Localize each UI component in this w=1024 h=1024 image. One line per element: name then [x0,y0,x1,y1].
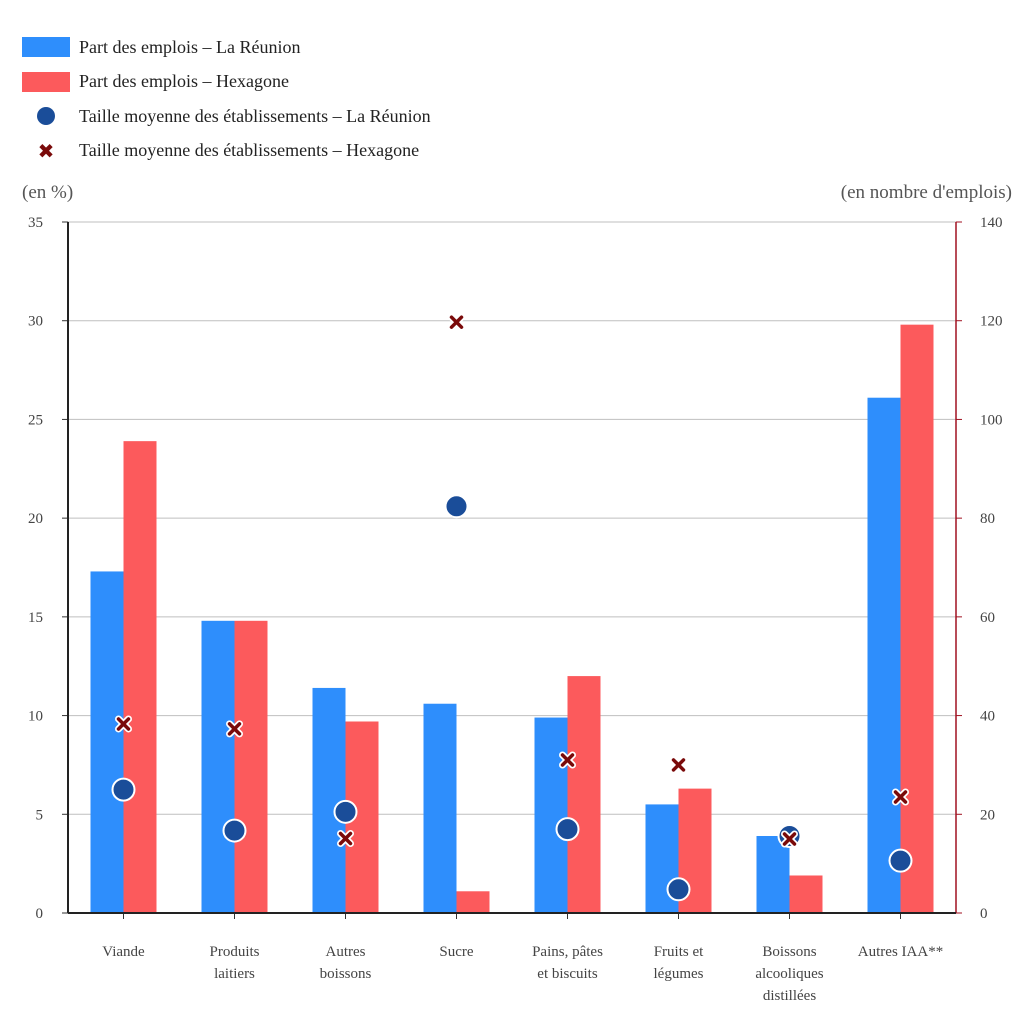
legend-label-bar-reunion: Part des emplois – La Réunion [79,36,301,57]
bar-hexagone [900,324,934,914]
y2-tick-label: 140 [980,215,1003,231]
marker-dot-reunion [888,848,913,873]
y2-axis-title: (en nombre d'emplois) [841,182,1012,203]
legend-label-bar-hexagone: Part des emplois – Hexagone [79,71,289,92]
legend-item-dot-reunion: Taille moyenne des établissements – La R… [22,99,431,134]
y2-tick-label: 60 [980,610,995,626]
marker-cross-hexagone [115,715,132,733]
bar-reunion [201,620,235,913]
marker-dot-reunion [333,799,358,824]
x-tick-label: Pains, pâtes et biscuits [532,944,603,982]
bar-reunion [423,703,457,913]
marker-dot-reunion [222,818,247,843]
bar-reunion [534,717,568,913]
marker-dot-reunion [666,877,691,902]
bar-reunion [90,571,124,913]
markers [111,313,913,902]
marker-cross-hexagone [781,830,798,848]
cross-stroke [338,831,353,846]
x-tick-label-line: alcooliques [755,966,823,982]
y-tick-label: 30 [28,314,43,330]
cross-stroke [449,315,464,329]
cross-stroke [116,717,131,731]
x-tick-label: Autres boissons [320,944,372,982]
marker-cross-hexagone [892,788,909,806]
x-tick-label-line: légumes [654,966,704,982]
bar-hexagone [456,891,490,913]
x-tick-label-line: distillées [763,988,816,1004]
cross-stroke [671,758,686,772]
y2-tick-label: 100 [980,412,1003,428]
y-tick-label: 10 [28,709,43,725]
x-tick-label-line: et biscuits [537,966,598,982]
legend-item-bar-hexagone: Part des emplois – Hexagone [22,65,431,100]
marker-dot-reunion [555,817,580,842]
x-tick-label-line: boissons [320,966,372,982]
marker-cross-hexagone [226,720,243,738]
bars [90,324,934,914]
bar-hexagone [123,441,157,913]
bar-hexagone [789,875,823,913]
marker-dot-reunion [111,777,136,802]
legend-swatch-bar-hexagone [22,71,70,92]
x-tick-label: Viande [102,944,145,960]
marker-cross-hexagone [337,829,354,847]
y-tick-label: 0 [36,906,44,922]
legend-label-cross-hexagone: Taille moyenne des établissements – Hexa… [79,140,420,161]
bar-hexagone [234,620,268,913]
cross-stroke [893,790,908,804]
y2-tick-label: 20 [980,807,995,823]
marker-cross-hexagone [559,751,576,769]
cross-marker-icon: ✖ [37,138,55,163]
legend-swatch-bar-reunion [22,37,70,58]
legend-swatch-dot-reunion [22,106,70,126]
x-tick-label-line: Viande [102,944,145,960]
y-axis-title: (en %) [22,182,73,203]
x-tick-label-line: Sucre [439,944,473,960]
y-tick-label: 20 [28,511,43,527]
legend-item-bar-reunion: Part des emplois – La Réunion [22,30,431,65]
y-tick-label: 25 [28,412,43,428]
x-tick-label-line: Boissons [762,944,816,960]
x-tick-label-line: Pains, pâtes [532,944,603,960]
legend-item-cross-hexagone: ✖ Taille moyenne des établissements – He… [22,134,431,169]
bar-hexagone [567,676,601,913]
tick-labels: 0 5 10 15 20 25 30 35 0 20 40 60 80 100 120 140 Viande Pr… [28,215,1003,1004]
bar-reunion [867,397,901,913]
axes [62,221,962,919]
x-tick-label: Sucre [439,944,473,960]
bar-reunion [756,836,790,913]
grid-lines [68,221,956,815]
y2-tick-label: 80 [980,511,995,527]
x-tick-label-line: Fruits et [654,944,704,960]
x-tick-label-line: Autres IAA** [858,944,943,960]
y-tick-label: 15 [28,610,43,626]
marker-cross-hexagone [670,756,687,774]
x-tick-label: Produits laitiers [209,944,259,982]
marker-cross-hexagone [448,313,465,331]
legend-label-dot-reunion: Taille moyenne des établissements – La R… [79,105,431,126]
cross-stroke [560,753,575,767]
marker-dot-reunion [444,494,469,519]
bar-reunion [312,687,346,913]
y2-tick-label: 40 [980,709,995,725]
circle-marker-icon [37,107,55,126]
x-tick-label-line: laitiers [214,966,255,982]
x-tick-label: Boissons alcooliques distillées [755,944,823,1004]
x-tick-label: Fruits et légumes [654,944,705,982]
legend: Part des emplois – La Réunion Part des e… [22,30,431,168]
y-tick-label: 5 [36,807,44,823]
y2-tick-label: 120 [980,314,1003,330]
x-tick-label: Autres IAA** [858,944,943,960]
cross-stroke [227,722,242,736]
x-tick-label-line: Autres [326,944,366,960]
y2-tick-label: 0 [980,906,988,922]
x-tick-label-line: Produits [209,944,259,960]
y-tick-label: 35 [28,215,43,231]
cross-stroke [782,832,797,846]
